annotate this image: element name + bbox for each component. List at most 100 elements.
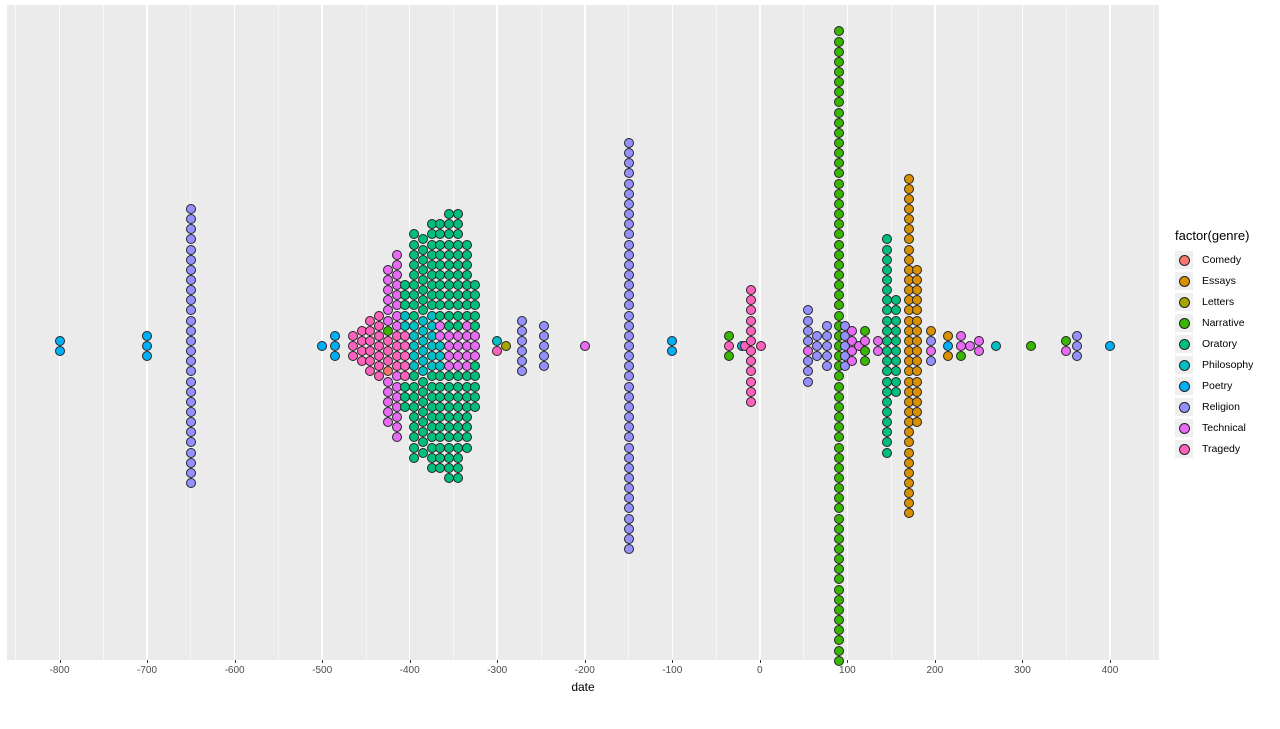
x-axis-tick-label: -700	[137, 665, 158, 676]
dot-narrative	[833, 564, 844, 575]
legend-dot-icon	[1178, 359, 1190, 371]
legend-label: Comedy	[1202, 254, 1242, 266]
dot-religion	[811, 330, 822, 341]
dot-narrative	[833, 655, 844, 666]
dot-essays	[903, 478, 914, 489]
dot-narrative	[833, 625, 844, 636]
legend-key	[1175, 314, 1193, 332]
dot-comedy	[382, 366, 393, 377]
dot-philosophy	[409, 320, 420, 331]
dot-religion	[185, 457, 196, 468]
dot-religion	[623, 259, 634, 270]
dot-narrative	[833, 26, 844, 37]
legend-label: Technical	[1202, 422, 1246, 434]
dot-oratory	[461, 249, 472, 260]
dot-essays	[903, 203, 914, 214]
dot-philosophy	[409, 330, 420, 341]
x-axis-tick	[59, 660, 61, 663]
dot-oratory	[452, 229, 463, 240]
dot-tragedy	[746, 285, 757, 296]
dot-narrative	[833, 523, 844, 534]
dot-religion	[185, 376, 196, 387]
dot-religion	[185, 254, 196, 265]
dot-religion	[539, 330, 550, 341]
dot-tragedy	[746, 386, 757, 397]
x-axis-tick	[759, 660, 761, 663]
dot-narrative	[956, 351, 967, 362]
dot-philosophy	[417, 315, 428, 326]
dot-tragedy	[755, 341, 766, 351]
dot-tragedy	[347, 351, 358, 362]
minor-gridline	[978, 5, 980, 660]
dot-narrative	[833, 472, 844, 483]
dot-religion	[623, 533, 634, 544]
dot-religion	[623, 472, 634, 483]
dot-tragedy	[746, 376, 757, 387]
dot-philosophy	[409, 351, 420, 362]
dot-narrative	[833, 452, 844, 463]
dot-narrative	[833, 422, 844, 433]
dot-essays	[903, 214, 914, 225]
dot-oratory	[409, 310, 420, 321]
legend-item-comedy: Comedy	[1175, 251, 1253, 269]
dot-tragedy	[382, 346, 393, 357]
dot-religion	[539, 361, 550, 372]
x-axis-tick	[1022, 660, 1024, 663]
dot-tragedy	[374, 371, 385, 382]
dot-oratory	[461, 412, 472, 423]
dot-tragedy	[347, 330, 358, 341]
legend-label: Essays	[1202, 275, 1236, 287]
dot-oratory	[470, 391, 481, 402]
legend-dot-icon	[1178, 401, 1190, 413]
dot-religion	[623, 371, 634, 382]
dot-poetry	[54, 346, 65, 357]
dot-tragedy	[374, 361, 385, 372]
dot-tragedy	[746, 305, 757, 316]
dot-religion	[516, 366, 527, 377]
dot-philosophy	[409, 361, 420, 372]
dot-religion	[623, 391, 634, 402]
dot-narrative	[833, 87, 844, 98]
dot-oratory	[881, 264, 892, 275]
dot-essays	[903, 457, 914, 468]
dot-technical	[802, 346, 813, 357]
dot-poetry	[54, 335, 65, 346]
dot-technical	[382, 285, 393, 296]
legend-dot-icon	[1178, 275, 1190, 287]
dot-philosophy	[417, 325, 428, 336]
dot-religion	[623, 483, 634, 494]
dot-narrative	[833, 381, 844, 392]
dot-oratory	[452, 209, 463, 220]
dot-poetry	[330, 351, 341, 362]
dot-religion	[623, 239, 634, 250]
dot-essays	[912, 295, 923, 306]
dot-narrative	[1026, 341, 1037, 351]
dot-oratory	[417, 234, 428, 245]
dot-narrative	[833, 513, 844, 524]
dot-technical	[846, 346, 857, 357]
dot-oratory	[409, 391, 420, 402]
dot-oratory	[409, 452, 420, 463]
dot-religion	[623, 401, 634, 412]
x-axis-tick	[934, 660, 936, 663]
dot-oratory	[409, 381, 420, 392]
x-axis-tick	[672, 660, 674, 663]
dot-narrative	[833, 158, 844, 169]
dot-letters	[500, 341, 511, 351]
legend-key	[1175, 356, 1193, 374]
dot-technical	[382, 295, 393, 306]
dot-technical	[1061, 346, 1072, 357]
dot-technical	[382, 315, 393, 326]
dot-tragedy	[746, 315, 757, 326]
dot-religion	[822, 361, 833, 372]
dot-narrative	[833, 168, 844, 179]
dot-oratory	[417, 254, 428, 265]
dot-technical	[470, 341, 481, 351]
dot-oratory	[452, 472, 463, 483]
dot-technical	[470, 351, 481, 362]
dot-narrative	[833, 635, 844, 646]
dot-religion	[185, 335, 196, 346]
dot-oratory	[452, 462, 463, 473]
dot-narrative	[724, 330, 735, 341]
dot-technical	[382, 264, 393, 275]
